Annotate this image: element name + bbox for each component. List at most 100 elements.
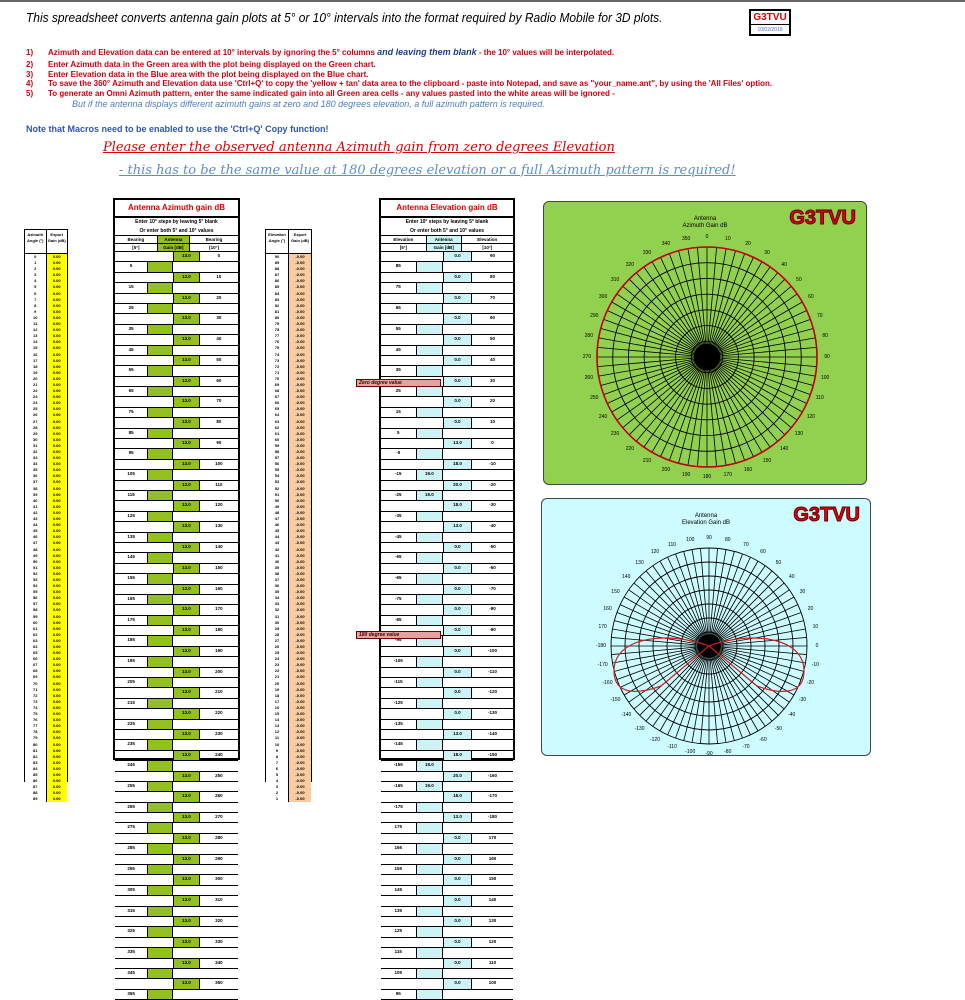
export-gain-cell[interactable]: 0.00 xyxy=(46,656,67,663)
gain-cell[interactable]: 0.0 xyxy=(443,833,473,844)
gain-cell-5[interactable] xyxy=(148,303,173,314)
export-gain-cell[interactable]: 0.00 xyxy=(46,631,67,638)
export-gain-cell[interactable]: 0.00 xyxy=(46,668,67,675)
export-gain-cell[interactable]: -0.00 xyxy=(289,509,311,517)
gain-cell-5[interactable] xyxy=(416,844,444,854)
gain-cell[interactable]: 13.0 xyxy=(172,252,200,262)
gain-cell[interactable]: 13.0 xyxy=(172,958,200,968)
gain-cell-5[interactable]: 19.0 xyxy=(416,761,444,771)
gain-cell-5[interactable]: 19.0 xyxy=(416,490,444,501)
gain-cell[interactable]: 20.0 xyxy=(443,480,473,490)
gain-cell[interactable]: 18.0 xyxy=(443,750,473,761)
export-gain-cell[interactable]: -0.00 xyxy=(289,631,311,638)
export-gain-cell[interactable]: -0.00 xyxy=(289,528,311,535)
gain-cell-5[interactable] xyxy=(148,802,173,813)
gain-cell[interactable]: 13.0 xyxy=(172,792,200,802)
export-gain-cell[interactable]: -0.00 xyxy=(289,522,311,529)
export-gain-cell[interactable]: -0.00 xyxy=(289,278,311,285)
export-gain-cell[interactable]: -0.00 xyxy=(289,503,311,510)
export-gain-cell[interactable]: -0.00 xyxy=(289,461,311,468)
gain-cell-5[interactable] xyxy=(148,428,173,439)
gain-cell-5[interactable] xyxy=(416,885,444,896)
export-gain-cell[interactable]: -0.00 xyxy=(289,576,311,584)
export-gain-cell[interactable]: -0.00 xyxy=(289,601,311,608)
gain-cell-5[interactable] xyxy=(416,511,444,522)
export-gain-cell[interactable]: 0.00 xyxy=(46,717,67,724)
gain-cell-5[interactable] xyxy=(148,574,173,584)
export-gain-cell[interactable]: -0.00 xyxy=(289,552,311,559)
export-gain-cell[interactable]: 0.00 xyxy=(46,296,67,303)
gain-cell-5[interactable] xyxy=(148,553,173,563)
export-gain-cell[interactable]: 0.00 xyxy=(46,576,67,584)
gain-cell[interactable]: 13.0 xyxy=(172,729,200,740)
export-gain-cell[interactable]: 0.00 xyxy=(46,595,67,602)
export-gain-cell[interactable]: 0.00 xyxy=(46,704,67,712)
gain-cell-5[interactable] xyxy=(416,574,444,584)
gain-cell-5[interactable] xyxy=(148,761,173,771)
gain-cell[interactable]: 13.0 xyxy=(172,376,200,387)
export-gain-cell[interactable]: -0.00 xyxy=(289,637,311,644)
export-gain-cell[interactable]: 0.00 xyxy=(46,284,67,291)
export-gain-cell[interactable]: 0.00 xyxy=(46,449,67,456)
export-gain-cell[interactable]: 0.00 xyxy=(46,278,67,285)
export-gain-cell[interactable]: 0.00 xyxy=(46,424,67,431)
gain-cell[interactable]: 0.0 xyxy=(443,605,473,615)
gain-cell[interactable]: 0.0 xyxy=(443,646,473,657)
export-gain-cell[interactable]: -0.00 xyxy=(289,534,311,541)
gain-cell-5[interactable] xyxy=(416,968,444,979)
export-gain-cell[interactable]: -0.00 xyxy=(289,613,311,620)
export-gain-cell[interactable]: 0.00 xyxy=(46,418,67,425)
gain-cell[interactable]: 20.0 xyxy=(443,771,473,781)
gain-cell-5[interactable] xyxy=(416,324,444,335)
gain-cell[interactable]: 13.0 xyxy=(443,522,473,532)
gain-cell-5[interactable] xyxy=(148,885,173,896)
export-gain-cell[interactable]: 0.00 xyxy=(46,333,67,340)
export-gain-cell[interactable]: -0.00 xyxy=(289,473,311,480)
export-gain-cell[interactable]: 0.00 xyxy=(46,552,67,559)
export-gain-cell[interactable]: 0.00 xyxy=(46,753,67,760)
export-gain-cell[interactable]: -0.00 xyxy=(289,449,311,456)
gain-cell[interactable]: 13.0 xyxy=(172,335,200,345)
gain-cell-5[interactable] xyxy=(148,490,173,501)
export-gain-cell[interactable]: -0.00 xyxy=(289,290,311,297)
gain-cell[interactable]: 18.0 xyxy=(443,501,473,511)
export-gain-cell[interactable]: 0.00 xyxy=(46,662,67,669)
gain-cell[interactable]: 13.0 xyxy=(443,439,473,449)
gain-cell-5[interactable] xyxy=(148,324,173,335)
export-gain-cell[interactable]: 0.00 xyxy=(46,613,67,620)
gain-cell-5[interactable] xyxy=(148,989,173,1000)
export-gain-cell[interactable]: 0.00 xyxy=(46,601,67,608)
export-gain-cell[interactable]: -0.00 xyxy=(289,589,311,596)
gain-cell[interactable]: 13.0 xyxy=(172,854,200,865)
gain-cell-5[interactable] xyxy=(148,781,173,792)
gain-cell-5[interactable] xyxy=(148,865,173,875)
gain-cell-5[interactable] xyxy=(148,844,173,854)
gain-cell[interactable]: 0.0 xyxy=(443,418,473,428)
export-gain-cell[interactable]: -0.00 xyxy=(289,308,311,315)
export-gain-cell[interactable]: -0.00 xyxy=(289,394,311,401)
export-gain-cell[interactable]: -0.00 xyxy=(289,540,311,547)
export-gain-cell[interactable]: 0.00 xyxy=(46,558,67,565)
gain-cell-5[interactable] xyxy=(148,511,173,522)
gain-cell[interactable]: 13.0 xyxy=(443,813,473,823)
export-gain-cell[interactable]: 0.00 xyxy=(46,327,67,334)
export-gain-cell[interactable]: -0.00 xyxy=(289,564,311,571)
export-gain-cell[interactable]: 0.00 xyxy=(46,254,67,261)
gain-cell-5[interactable] xyxy=(416,657,444,667)
gain-cell[interactable]: 0.0 xyxy=(443,917,473,927)
export-gain-cell[interactable]: -0.00 xyxy=(289,650,311,657)
export-gain-cell[interactable]: 0.00 xyxy=(46,698,67,705)
gain-cell[interactable]: 13.0 xyxy=(172,501,200,511)
export-gain-cell[interactable]: 0.00 xyxy=(46,540,67,547)
export-gain-cell[interactable]: -0.00 xyxy=(289,266,311,273)
export-gain-cell[interactable]: 0.00 xyxy=(46,412,67,419)
export-gain-cell[interactable]: 0.00 xyxy=(46,290,67,297)
export-gain-cell[interactable]: 0.00 xyxy=(46,266,67,273)
gain-cell-5[interactable] xyxy=(148,927,173,937)
gain-cell[interactable]: 13.0 xyxy=(443,729,473,740)
export-gain-cell[interactable]: -0.00 xyxy=(289,296,311,303)
gain-cell[interactable]: 0.0 xyxy=(443,937,473,948)
gain-cell-5[interactable] xyxy=(148,740,173,750)
export-gain-cell[interactable]: 0.00 xyxy=(46,759,67,766)
export-gain-cell[interactable]: -0.00 xyxy=(289,516,311,523)
